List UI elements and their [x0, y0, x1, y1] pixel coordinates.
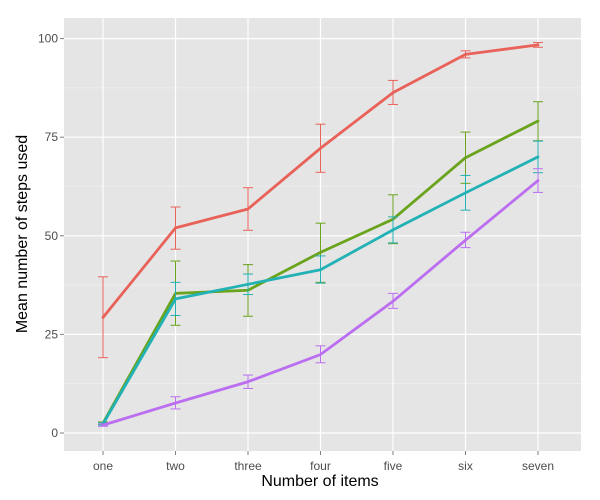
y-axis-title: Mean number of steps used: [14, 135, 31, 333]
series-line: [101, 155, 540, 426]
x-tick-label: five: [384, 459, 403, 473]
series-3: [98, 140, 543, 426]
x-tick-label: seven: [522, 459, 554, 473]
y-tick-label: 100: [38, 32, 58, 46]
x-tick-label: three: [234, 459, 262, 473]
y-tick-label: 75: [45, 130, 59, 144]
plot-panel: [64, 18, 581, 451]
x-tick-label: one: [93, 459, 113, 473]
x-axis-ticks: one two three four five six seven: [93, 451, 554, 473]
series-1: [98, 42, 543, 359]
series-layer: [98, 42, 543, 427]
y-tick-label: 50: [45, 229, 59, 243]
y-tick-label: 0: [51, 426, 58, 440]
series-line: [101, 43, 540, 319]
series-4: [98, 168, 543, 427]
x-tick-label: two: [166, 459, 185, 473]
y-axis-ticks: 0 25 50 75 100: [38, 32, 64, 440]
x-axis-title: Number of items: [261, 473, 378, 490]
y-tick-label: 25: [45, 327, 59, 341]
x-tick-label: four: [310, 459, 331, 473]
x-tick-label: six: [458, 459, 473, 473]
series-line: [101, 179, 540, 427]
